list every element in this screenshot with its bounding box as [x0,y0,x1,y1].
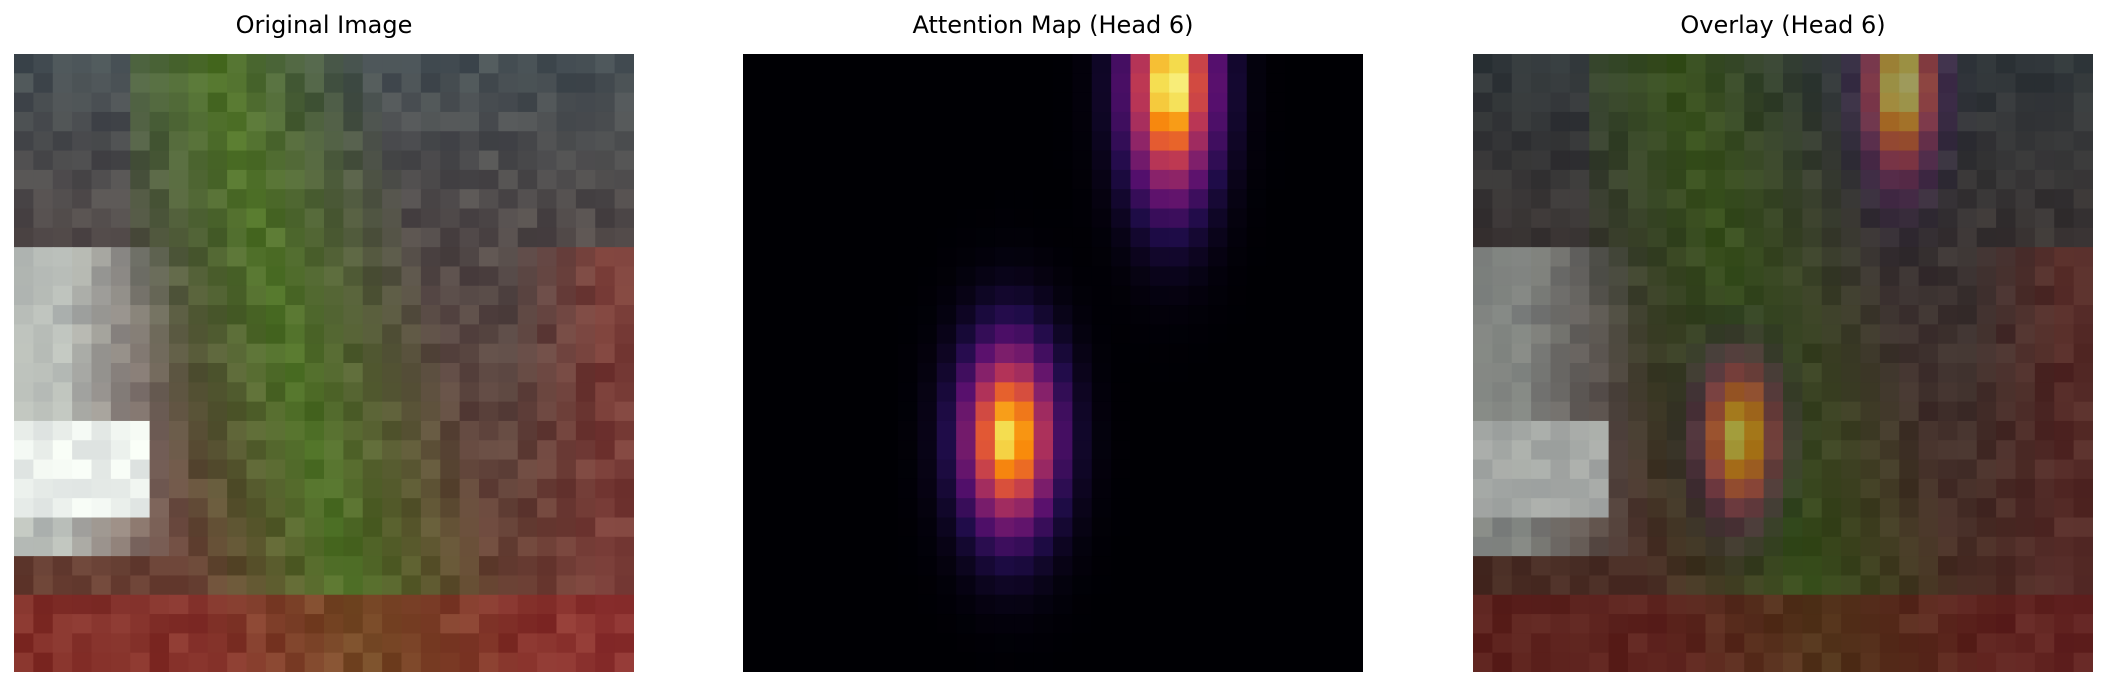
attention-map-panel: Attention Map (Head 6) [743,0,1363,688]
original-image-canvas [14,54,634,672]
overlay-panel: Overlay (Head 6) [1473,0,2093,688]
original-image [14,54,634,672]
overlay-canvas [1473,54,2093,672]
attention-map-canvas [743,54,1363,672]
panel-title: Overlay (Head 6) [1680,11,1886,39]
panel-title: Original Image [235,11,413,39]
original-image-panel: Original Image [14,0,634,688]
overlay-image [1473,54,2093,672]
attention-map-image [743,54,1363,672]
panel-title: Attention Map (Head 6) [912,11,1194,39]
